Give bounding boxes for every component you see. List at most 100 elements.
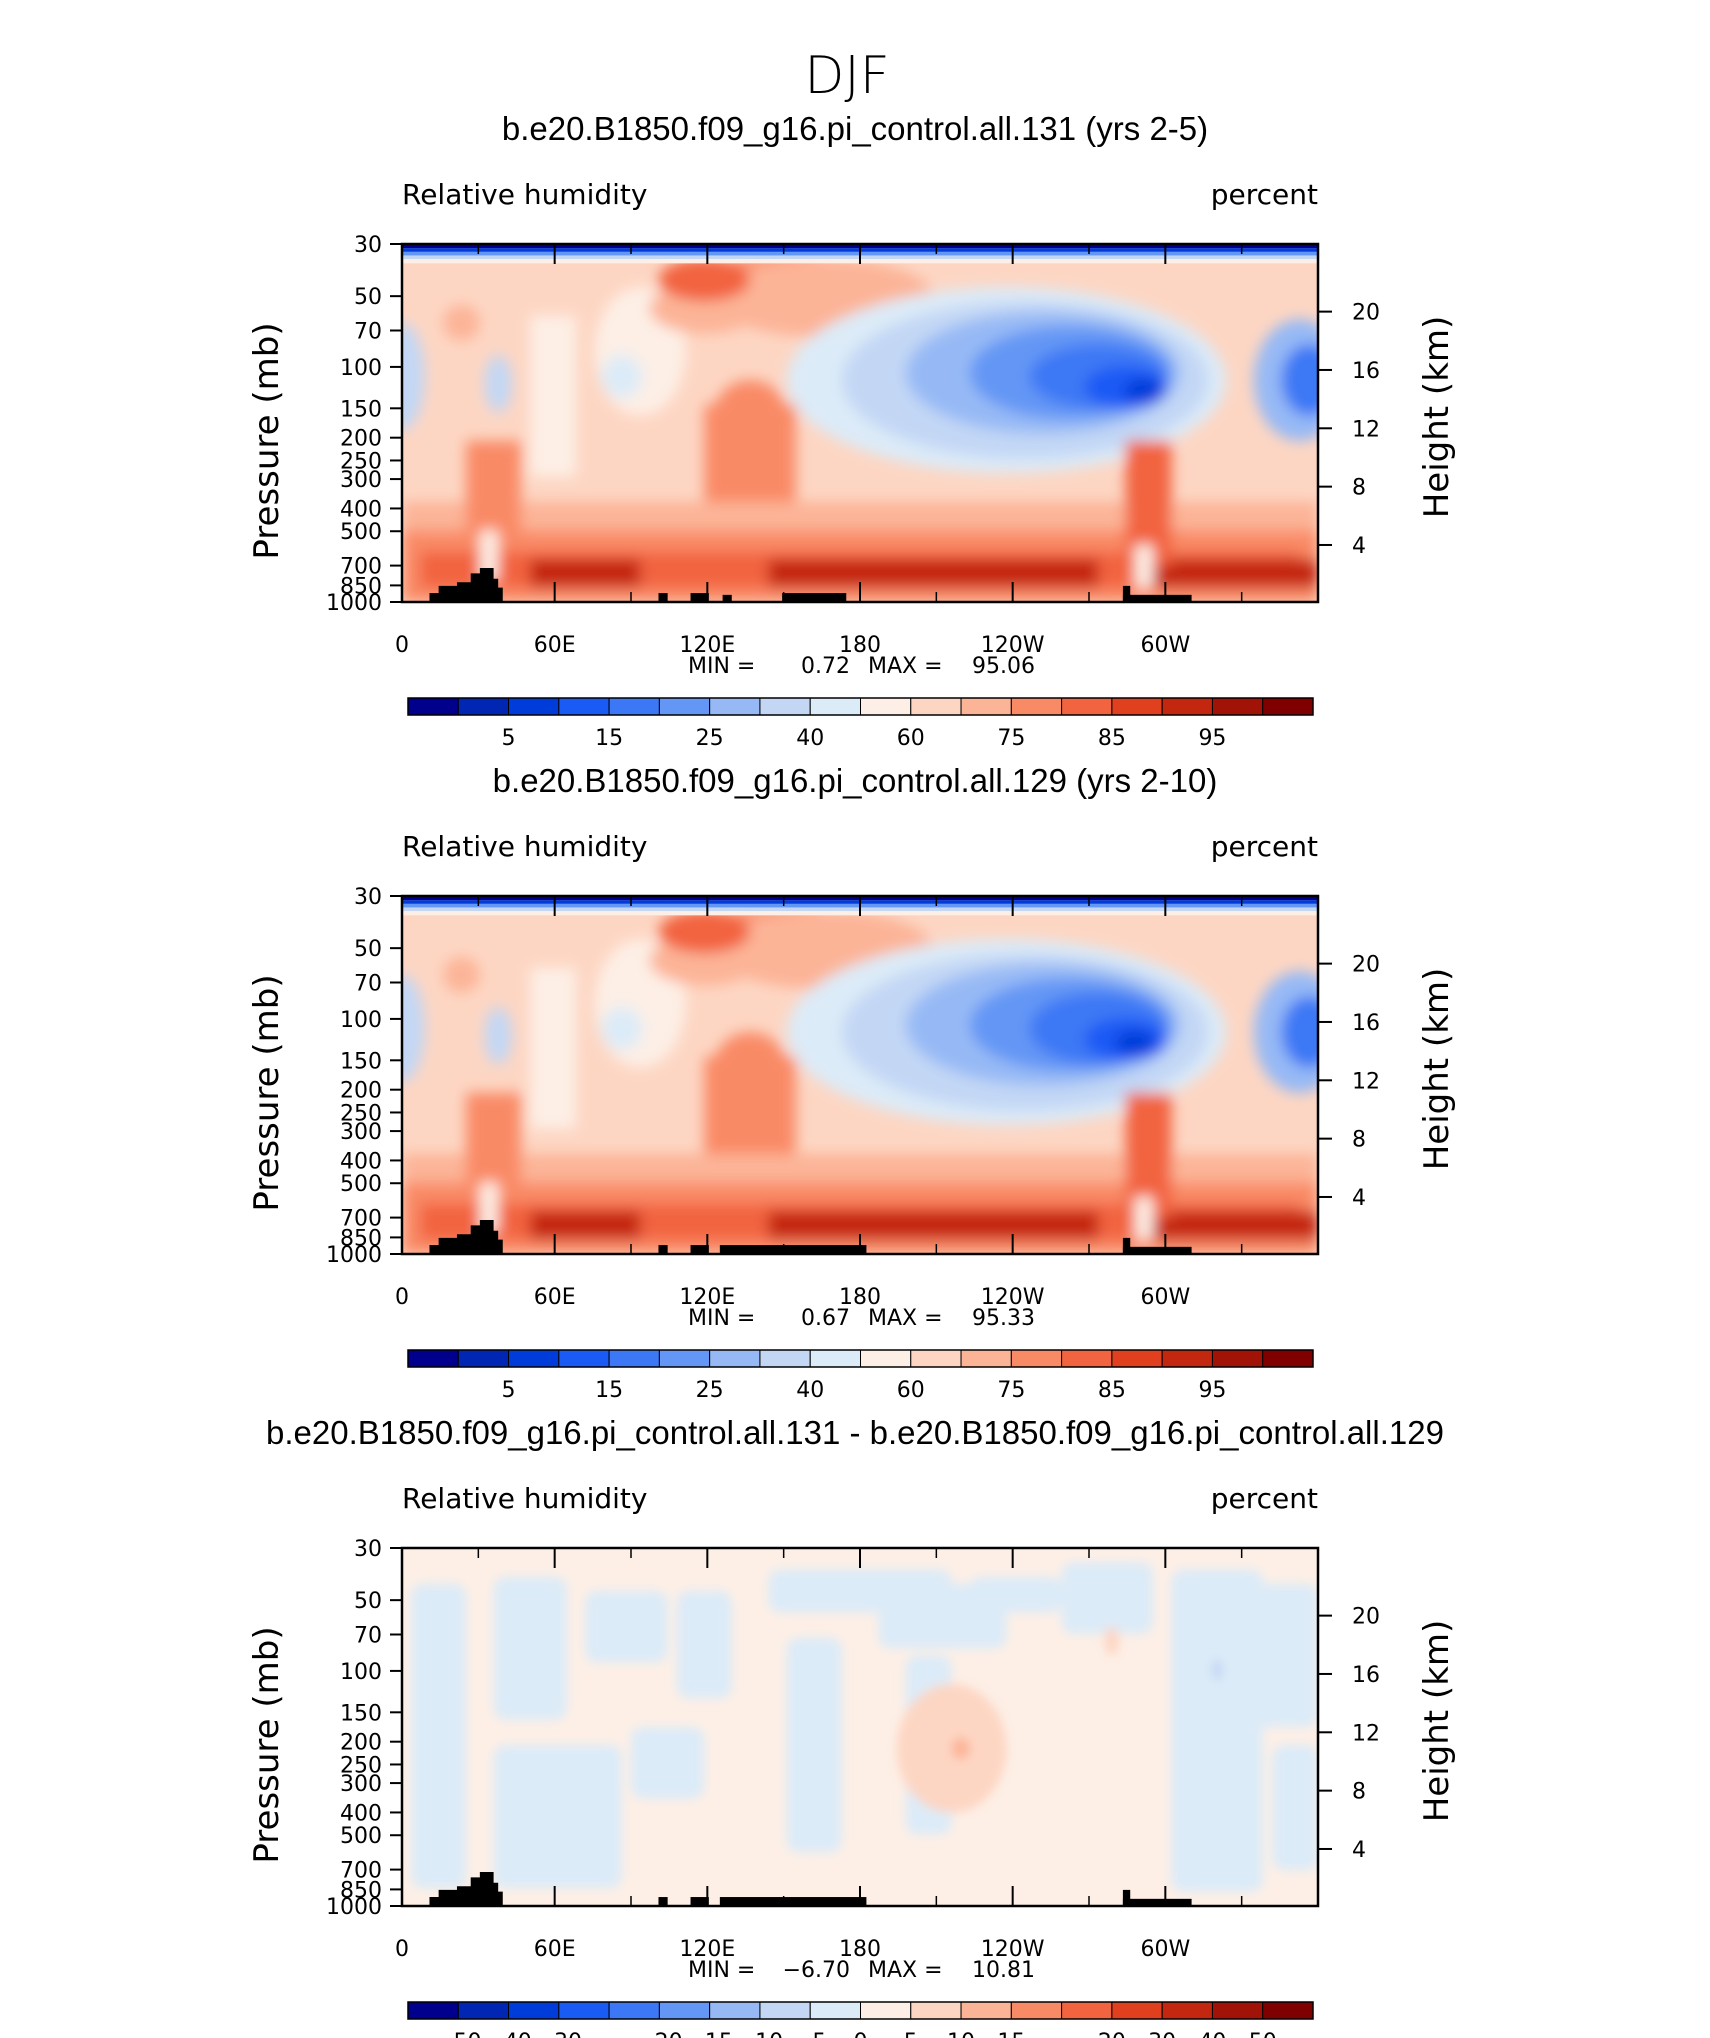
colorbar-label: 15 xyxy=(595,1378,623,1403)
colorbar-frame xyxy=(407,1349,1314,1368)
stats-max-label: MAX = xyxy=(868,654,943,679)
colorbar-label: 40 xyxy=(796,726,824,751)
colorbar-box xyxy=(658,697,711,716)
y-tick-label: 400 xyxy=(340,1801,382,1826)
colorbar-box xyxy=(910,697,962,716)
y2-tick-label: 20 xyxy=(1352,953,1380,978)
x-tick-label: 120W xyxy=(981,1937,1045,1962)
colorbar-box xyxy=(1262,697,1314,716)
colorbar-box xyxy=(860,697,912,716)
contour-region xyxy=(402,974,425,1083)
contour-region xyxy=(1153,559,1318,588)
colorbar-box xyxy=(1111,697,1163,716)
colorbar-label: 20 xyxy=(1098,2030,1126,2038)
contour-region xyxy=(1171,1569,1264,1892)
y-tick-label: 70 xyxy=(354,1624,382,1649)
x-tick-label: 60W xyxy=(1140,633,1190,658)
y-tick-label: 500 xyxy=(340,520,382,545)
topography-mask xyxy=(429,1871,1192,1906)
contour-region xyxy=(713,1032,787,1104)
contour-region xyxy=(530,315,577,477)
colorbar-box xyxy=(457,2001,510,2020)
contour-region xyxy=(493,1744,622,1889)
contour-region xyxy=(1211,1658,1223,1681)
colorbar-box xyxy=(960,697,1012,716)
y-tick-label: 300 xyxy=(340,1772,382,1797)
colorbar-box xyxy=(1061,2001,1113,2020)
contour-region xyxy=(493,1576,567,1720)
y-tick-label: 700 xyxy=(340,1859,382,1884)
land-maritime xyxy=(690,1897,709,1906)
colorbar-box xyxy=(1262,2001,1314,2020)
colorbar-box xyxy=(1161,2001,1213,2020)
y2-axis-title: Height (km) xyxy=(1417,968,1457,1171)
y-tick-label: 150 xyxy=(340,1701,382,1726)
colorbar-box xyxy=(809,697,862,716)
contour-region xyxy=(1244,1583,1318,1727)
colorbar-box xyxy=(960,1349,1012,1368)
y-tick-label: 100 xyxy=(340,1008,382,1033)
contour-region xyxy=(768,559,1099,588)
y-tick-label: 50 xyxy=(354,937,382,962)
contour-region xyxy=(1134,544,1154,588)
panels: b.e20.B1850.f09_g16.pi_control.all.131 (… xyxy=(247,110,1457,2038)
colorbar-label: 75 xyxy=(997,726,1025,751)
contour-region xyxy=(411,1583,467,1889)
y-tick-label: 200 xyxy=(340,1079,382,1104)
y-tick-label: 1000 xyxy=(326,1895,382,1920)
land-south-america xyxy=(1122,585,1131,602)
units-label: percent xyxy=(1211,178,1318,211)
land-south-america xyxy=(1122,1898,1192,1906)
y-tick-label: 1000 xyxy=(326,591,382,616)
colorbar-box xyxy=(960,2001,1012,2020)
units-label: percent xyxy=(1211,830,1318,863)
contour-region xyxy=(530,1211,641,1240)
y-tick-label: 70 xyxy=(354,972,382,997)
colorbar-box xyxy=(457,697,510,716)
y-tick-label: 850 xyxy=(340,1226,382,1251)
land-africa xyxy=(429,1219,503,1254)
x-tick-label: 60E xyxy=(534,1285,576,1310)
variable-label: Relative humidity xyxy=(402,830,647,863)
colorbar-box xyxy=(1061,697,1113,716)
y-tick-label: 150 xyxy=(340,1049,382,1074)
y-tick-label: 850 xyxy=(340,574,382,599)
contour-region xyxy=(466,440,522,549)
y-tick-label: 30 xyxy=(354,885,382,910)
colorbar-label: 60 xyxy=(897,726,925,751)
colorbar-box xyxy=(608,2001,660,2020)
contour-region xyxy=(676,1590,732,1699)
y-tick-label: 300 xyxy=(340,468,382,493)
colorbar-label: −40 xyxy=(485,2030,531,2038)
colorbar-box xyxy=(1111,1349,1163,1368)
colorbar-box xyxy=(508,2001,560,2020)
colorbar-box xyxy=(1211,2001,1264,2020)
x-tick-label: 120W xyxy=(981,1285,1045,1310)
x-tick-label: 180 xyxy=(839,1285,881,1310)
colorbar-box xyxy=(1010,1349,1063,1368)
y2-tick-label: 8 xyxy=(1352,476,1366,501)
stats-min-label: MIN = xyxy=(688,1958,755,1983)
land-maritime xyxy=(690,593,709,602)
contour-region xyxy=(713,380,787,452)
colorbar-box xyxy=(658,1349,711,1368)
y-axis-title: Pressure (mb) xyxy=(247,322,287,559)
colorbar-box xyxy=(508,697,560,716)
y-tick-label: 200 xyxy=(340,1731,382,1756)
colorbar-box xyxy=(809,2001,862,2020)
x-tick-label: 60W xyxy=(1140,1937,1190,1962)
colorbar-box xyxy=(759,697,811,716)
contour-region xyxy=(585,1590,668,1663)
panel-3: b.e20.B1850.f09_g16.pi_control.all.131 -… xyxy=(247,1414,1457,2038)
colorbar-box xyxy=(658,2001,711,2020)
y2-tick-label: 12 xyxy=(1352,417,1380,442)
colorbar-box xyxy=(407,697,459,716)
colorbar-box xyxy=(1262,1349,1314,1368)
colorbar-box xyxy=(910,1349,962,1368)
colorbar-label: 95 xyxy=(1198,1378,1226,1403)
contour-region xyxy=(786,1637,842,1853)
colorbar-box xyxy=(558,2001,610,2020)
y2-tick-label: 12 xyxy=(1352,1069,1380,1094)
x-tick-label: 120E xyxy=(679,1285,735,1310)
y-tick-label: 850 xyxy=(340,1878,382,1903)
